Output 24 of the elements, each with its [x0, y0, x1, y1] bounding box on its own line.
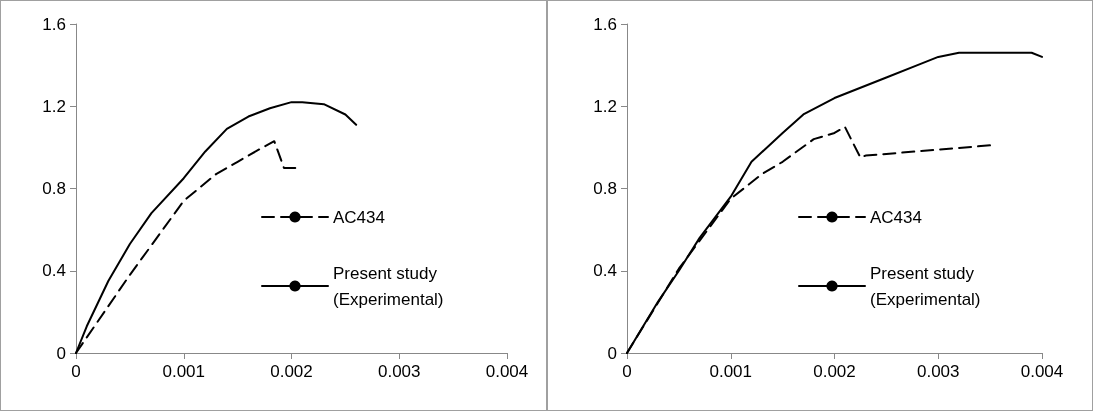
x-tick-label: 0 — [622, 362, 632, 381]
y-tick-label: 0.4 — [593, 261, 617, 281]
x-tick-label: 0.004 — [1020, 362, 1064, 381]
x-tick-label: 0.001 — [709, 362, 753, 381]
y-tick-label: 0 — [56, 343, 66, 363]
y-tick-label: 1.6 — [42, 14, 66, 34]
x-tick-label: 0.002 — [270, 362, 313, 381]
x-tick-label: 0.003 — [377, 362, 421, 381]
y-tick-label: 1.6 — [593, 14, 617, 34]
x-tick-label: 0.001 — [162, 362, 206, 381]
x-tick-label: 0.002 — [813, 362, 856, 381]
x-tick-label: 0 — [71, 362, 81, 381]
y-tick-label: 0.8 — [42, 179, 66, 198]
y-tick-label: 1.2 — [593, 96, 617, 116]
legend-label: Present study (Experimental) — [870, 263, 981, 309]
legend-label: AC434 — [870, 207, 922, 227]
legend-label: Present study (Experimental) — [333, 263, 444, 309]
legend-label: AC434 — [333, 207, 385, 227]
y-tick-label: 0.8 — [593, 179, 617, 198]
x-tick-label: 0.004 — [485, 362, 529, 381]
x-tick-label: 0.003 — [916, 362, 960, 381]
y-tick-label: 0 — [607, 343, 617, 363]
y-tick-label: 0.4 — [42, 261, 66, 281]
y-tick-label: 1.2 — [42, 96, 66, 116]
